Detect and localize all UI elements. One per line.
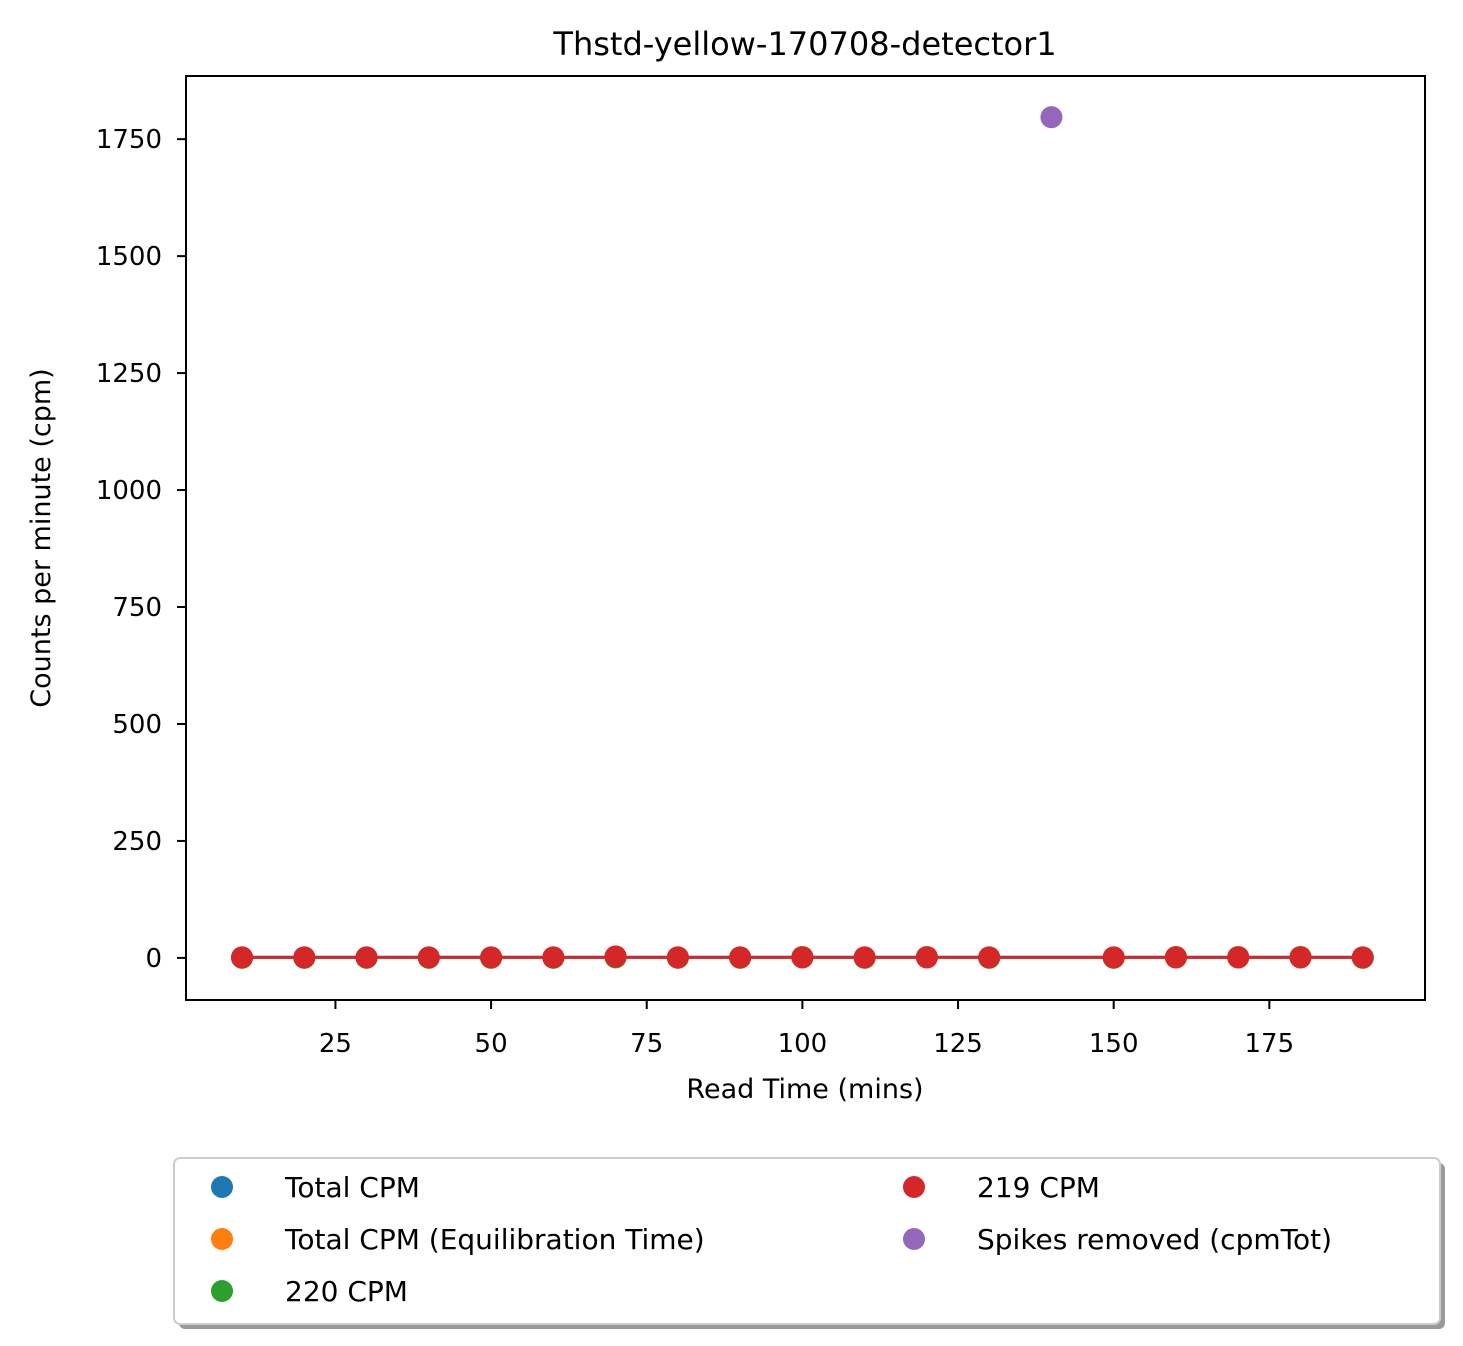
- legend-label: 219 CPM: [977, 1171, 1100, 1204]
- y-tick-label: 1250: [96, 359, 162, 389]
- data-point: [1040, 106, 1063, 129]
- legend-marker: [211, 1228, 233, 1250]
- legend-marker: [903, 1176, 925, 1198]
- legend-label: 220 CPM: [285, 1275, 408, 1308]
- legend-marker: [211, 1280, 233, 1302]
- y-tick-label: 500: [112, 710, 162, 740]
- x-axis-title: Read Time (mins): [686, 1074, 923, 1105]
- legend: Total CPM Total CPM (Equilibration Time) 2…: [173, 1157, 1445, 1329]
- y-tick-label: 0: [145, 944, 162, 974]
- y-tick-label: 1000: [96, 476, 162, 506]
- y-tick-label: 750: [112, 593, 162, 623]
- x-axis: 25 50 75 100 125 150 175: [319, 1000, 1294, 1059]
- plot-area: [231, 106, 1374, 969]
- y-tick-label: 1750: [96, 125, 162, 155]
- legend-marker: [903, 1228, 925, 1250]
- x-tick-label: 175: [1245, 1029, 1295, 1059]
- y-axis: 0 250 500 750 1000 1250 1500 1750: [96, 125, 186, 974]
- legend-marker: [211, 1176, 233, 1198]
- plot-frame: [185, 75, 1426, 1001]
- x-tick-label: 25: [319, 1029, 352, 1059]
- x-tick-label: 75: [630, 1029, 663, 1059]
- legend-label: Spikes removed (cpmTot): [977, 1223, 1332, 1256]
- x-tick-label: 50: [475, 1029, 508, 1059]
- y-axis-title: Counts per minute (cpm): [26, 368, 57, 707]
- y-tick-label: 1500: [96, 242, 162, 272]
- chart-title: Thstd-yellow-170708-detector1: [552, 25, 1056, 63]
- y-tick-label: 250: [112, 827, 162, 857]
- legend-box: [173, 1157, 1441, 1325]
- legend-label: Total CPM: [284, 1171, 420, 1204]
- x-tick-label: 150: [1089, 1029, 1139, 1059]
- legend-label: Total CPM (Equilibration Time): [284, 1223, 705, 1256]
- x-tick-label: 125: [933, 1029, 983, 1059]
- legend-items: Total CPM Total CPM (Equilibration Time) 2…: [211, 1171, 1332, 1308]
- x-tick-label: 100: [778, 1029, 828, 1059]
